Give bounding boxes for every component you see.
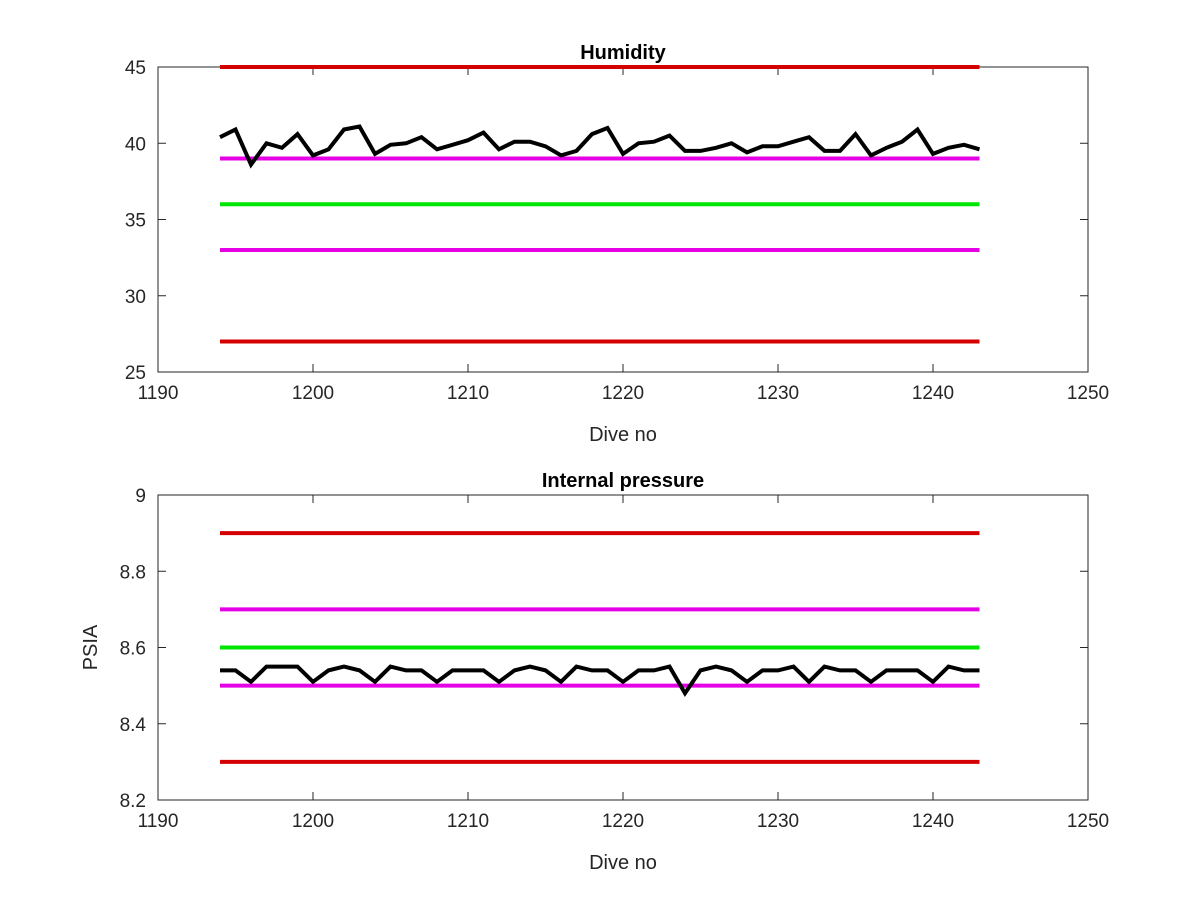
x-tick-label: 1230: [757, 383, 799, 404]
subplot-2: 1190 1200 1210 1220 1230 1240 1250 8.2 8.4 8.6 8.8…: [80, 470, 1109, 874]
y-tick-label: 9: [135, 486, 146, 507]
x-tick-label: 1200: [292, 811, 334, 832]
x-axis-label: Dive no: [589, 852, 657, 874]
y-tick-label: 8.2: [120, 791, 146, 812]
x-tick-label: 1220: [602, 811, 644, 832]
y-tick-label: 8.4: [120, 715, 147, 736]
x-tick-label: 1190: [138, 383, 179, 404]
x-axis-label: Dive no: [589, 424, 657, 446]
x-tick-label: 1250: [1067, 811, 1109, 832]
chart-title: Internal pressure: [542, 470, 704, 492]
x-tick-label: 1200: [292, 383, 334, 404]
series-line-6: [220, 664, 980, 697]
x-tick-label: 1220: [602, 383, 644, 404]
x-tick-label: 1210: [447, 811, 489, 832]
x-tick-label: 1230: [757, 811, 799, 832]
x-tick-label: 1210: [447, 383, 489, 404]
y-tick-label: 8.6: [120, 639, 146, 660]
x-tick-label: 1240: [912, 383, 954, 404]
y-tick-label: 40: [125, 134, 146, 155]
chart-title: Humidity: [580, 42, 666, 64]
y-tick-label: 45: [125, 58, 146, 79]
axes-box: [157, 66, 1089, 373]
y-tick-label: 30: [125, 287, 146, 308]
y-axis-label: PSIA: [80, 624, 102, 670]
x-tick-label: 1190: [138, 811, 179, 832]
y-tick-label: 8.8: [120, 562, 146, 583]
series-line-6: [219, 124, 981, 169]
subplot-1: 1190 1200 1210 1220 1230 1240 1250 25 30 35 40 45 Hu…: [125, 42, 1109, 446]
y-tick-label: 25: [125, 363, 146, 384]
x-tick-label: 1250: [1067, 383, 1109, 404]
y-tick-label: 35: [125, 211, 146, 232]
x-tick-label: 1240: [912, 811, 954, 832]
